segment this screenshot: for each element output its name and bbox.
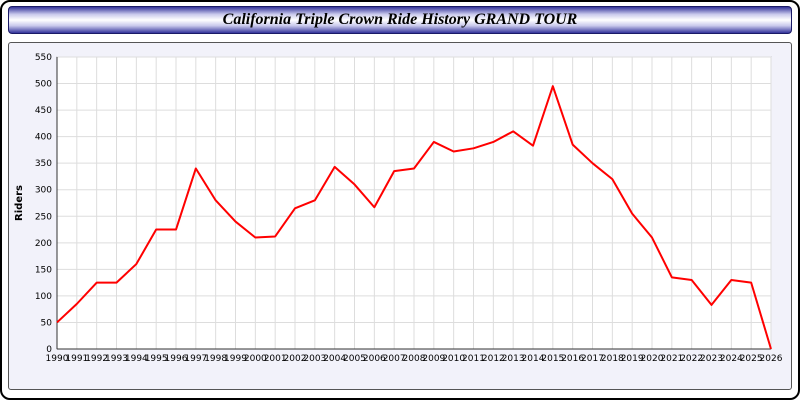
x-tick-label: 1995 [145, 354, 168, 364]
title-bar: California Triple Crown Ride History GRA… [8, 6, 792, 34]
x-tick-label: 2011 [462, 354, 485, 364]
y-tick-label: 150 [35, 265, 52, 275]
x-tick-label: 1996 [165, 354, 188, 364]
y-tick-label: 250 [35, 212, 52, 222]
y-tick-label: 450 [35, 106, 52, 116]
x-tick-label: 2021 [660, 354, 683, 364]
x-tick-label: 2015 [541, 354, 564, 364]
x-tick-label: 2006 [363, 354, 386, 364]
y-tick-label: 500 [35, 80, 52, 90]
x-tick-label: 2004 [323, 354, 346, 364]
x-tick-label: 2016 [561, 354, 584, 364]
x-tick-label: 2022 [680, 354, 703, 364]
x-tick-label: 2012 [482, 354, 505, 364]
y-tick-label: 50 [41, 318, 53, 328]
y-tick-label: 300 [35, 186, 52, 196]
x-tick-label: 2018 [601, 354, 624, 364]
x-tick-label: 2017 [581, 354, 604, 364]
riders-line [56, 85, 772, 350]
x-tick-label: 2005 [343, 354, 366, 364]
x-tick-label: 2020 [641, 354, 664, 364]
x-tick-label: 2014 [522, 354, 545, 364]
ride-history-chart: 1990199119921993199419951996199719981999… [14, 53, 783, 364]
y-tick-label: 200 [35, 239, 52, 249]
x-tick-label: 2008 [403, 354, 426, 364]
x-tick-label: 2013 [502, 354, 525, 364]
x-tick-label: 2007 [383, 354, 406, 364]
x-tick-label: 1997 [184, 354, 207, 364]
x-tick-label: 2024 [720, 354, 743, 364]
x-tick-label: 2025 [740, 354, 763, 364]
x-tick-label: 2010 [442, 354, 465, 364]
x-tick-label: 2002 [284, 354, 307, 364]
x-tick-label: 1999 [224, 354, 247, 364]
x-tick-label: 2009 [422, 354, 445, 364]
x-tick-label: 2003 [303, 354, 326, 364]
x-tick-label: 1992 [85, 354, 108, 364]
y-tick-label: 400 [35, 133, 52, 143]
x-tick-label: 2000 [244, 354, 267, 364]
y-tick-label: 100 [35, 292, 52, 302]
x-tick-label: 2019 [621, 354, 644, 364]
x-tick-label: 2001 [264, 354, 287, 364]
y-tick-label: 350 [35, 159, 52, 169]
y-axis-label: Riders [14, 185, 25, 221]
chart-title: California Triple Crown Ride History GRA… [222, 11, 578, 28]
x-tick-label: 1993 [105, 354, 128, 364]
x-tick-label: 1998 [204, 354, 227, 364]
chart-panel: 1990 1991 1992 1993 1994 1995 1996 1997 1998 1999… [8, 42, 792, 390]
x-tick-label: 1990 [46, 354, 69, 364]
x-tick-label: 1994 [125, 354, 148, 364]
x-tick-label: 1991 [65, 354, 88, 364]
x-tick-label: 2026 [760, 354, 783, 364]
y-tick-label: 550 [35, 53, 52, 63]
y-tick-label: 0 [46, 345, 52, 355]
x-tick-label: 2023 [700, 354, 723, 364]
